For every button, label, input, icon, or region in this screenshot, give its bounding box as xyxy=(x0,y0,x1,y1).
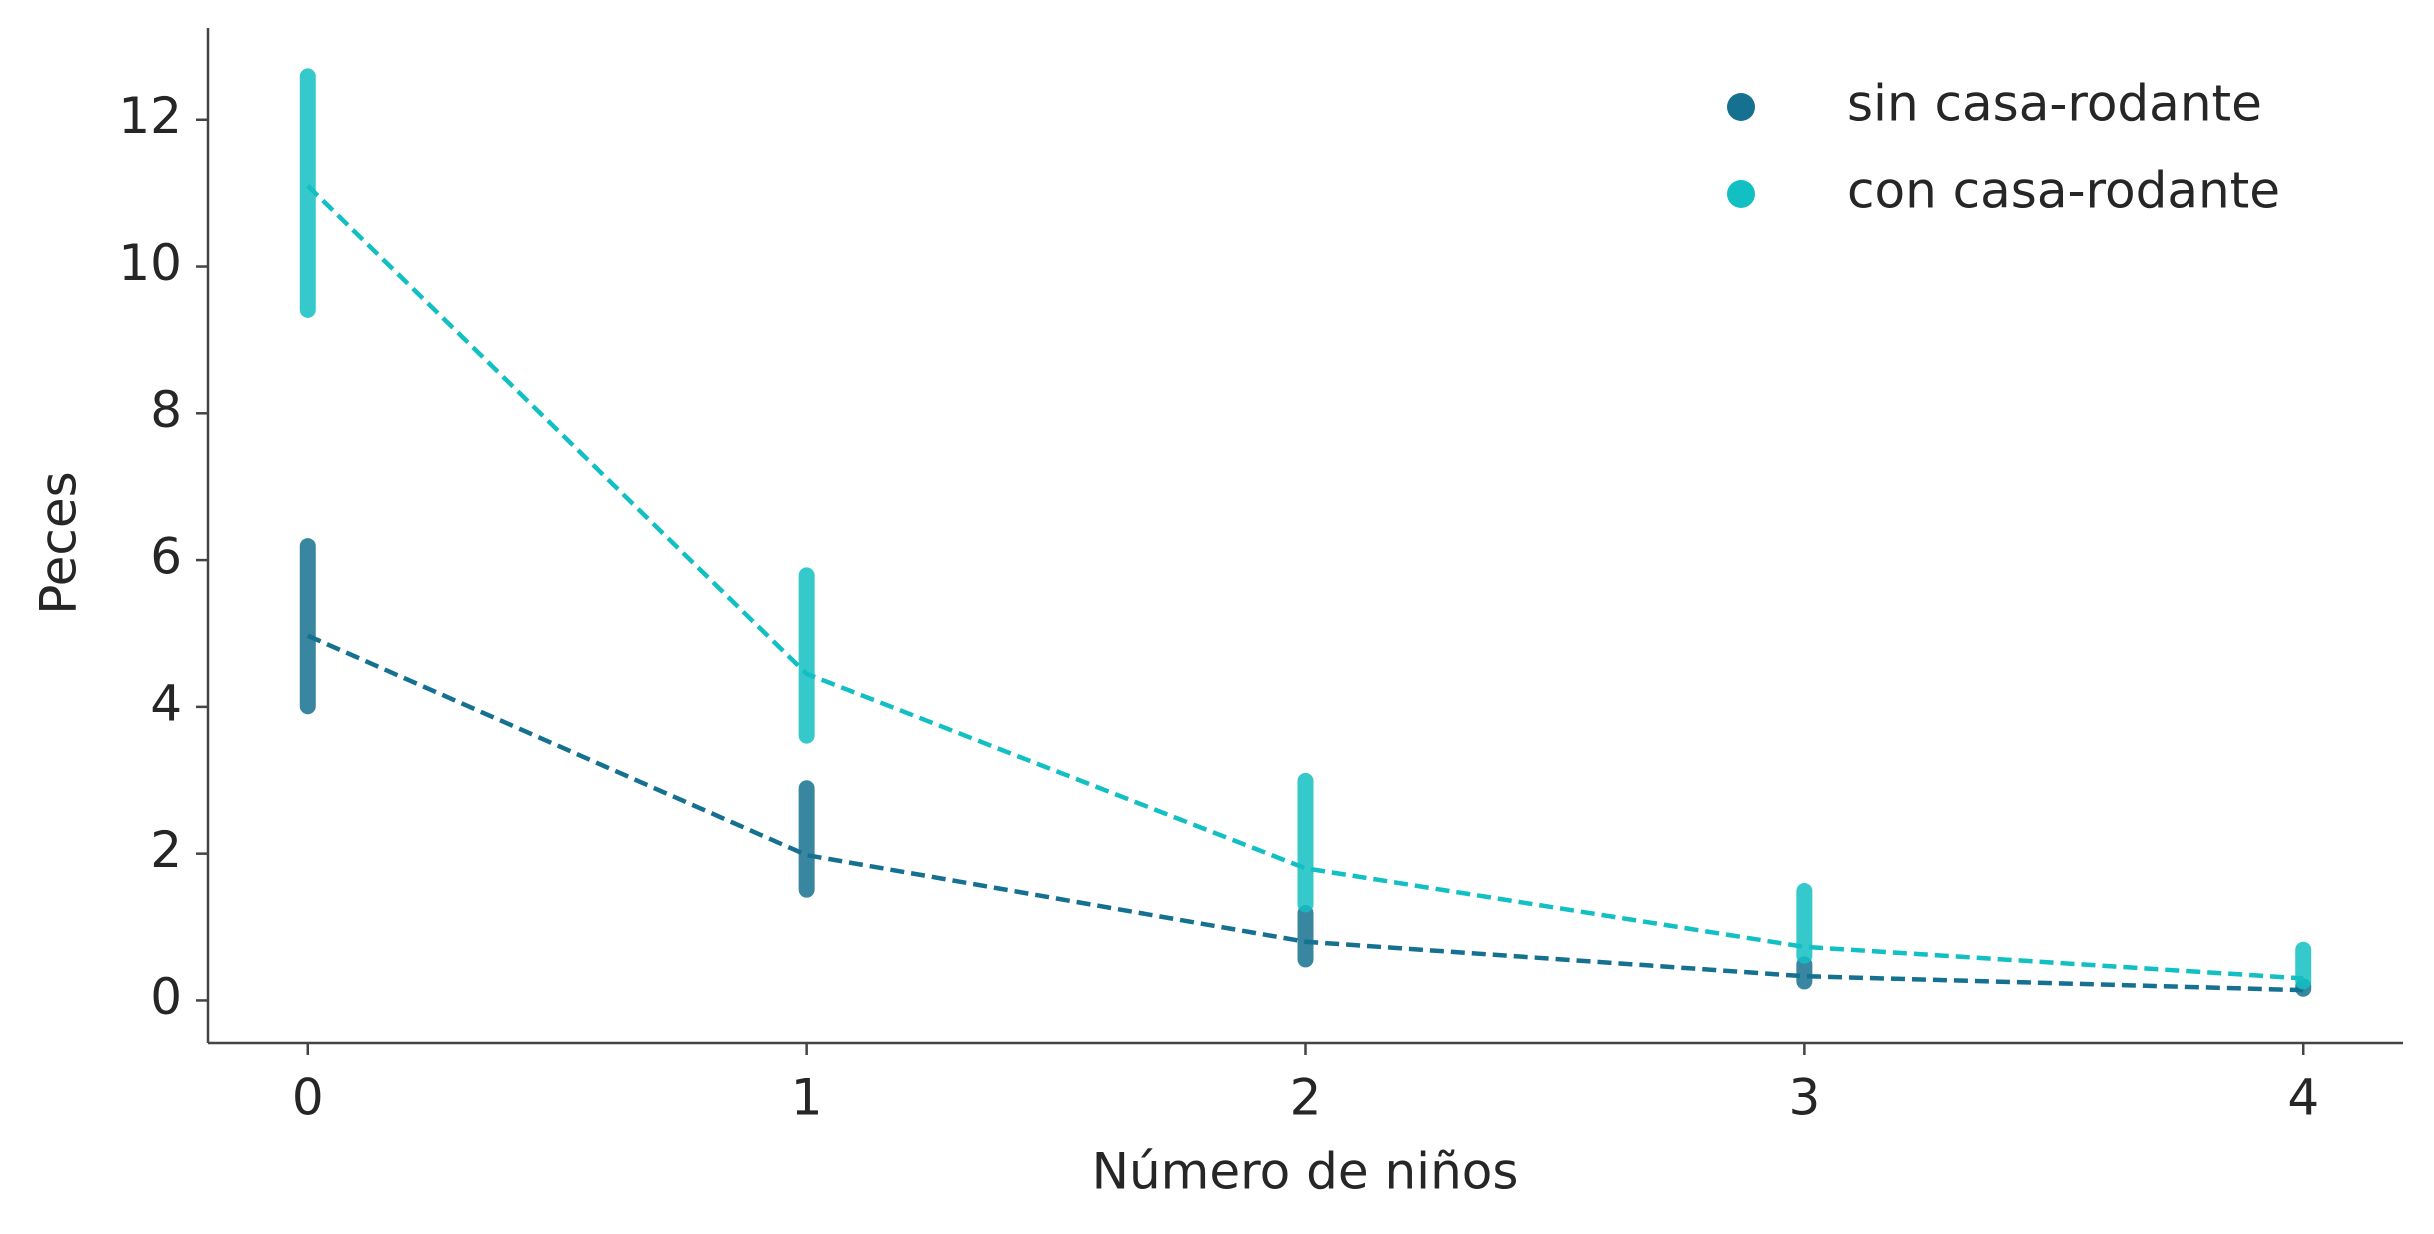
sample-cloud xyxy=(1297,905,1314,968)
y-tick-label: 10 xyxy=(118,234,182,292)
y-tick-label: 8 xyxy=(150,381,182,439)
legend-label: sin casa-rodante xyxy=(1847,75,2262,133)
x-tick-label: 1 xyxy=(791,1069,823,1127)
legend-marker xyxy=(1727,93,1755,121)
x-tick-label: 3 xyxy=(1788,1069,1820,1127)
y-tick-label: 4 xyxy=(150,674,182,732)
sample-cloud xyxy=(798,567,815,744)
sample-cloud xyxy=(2295,941,2312,990)
y-tick-label: 2 xyxy=(150,821,182,879)
x-axis-label: Número de niños xyxy=(1092,1143,1519,1201)
y-axis-label: Peces xyxy=(30,471,88,614)
x-tick-label: 2 xyxy=(1290,1069,1322,1127)
sample-cloud xyxy=(299,538,316,715)
y-tick-label: 0 xyxy=(150,968,182,1026)
y-tick-label: 12 xyxy=(118,87,182,145)
mean-line xyxy=(306,633,2304,993)
mean-line xyxy=(306,184,2304,981)
sample-cloud xyxy=(798,780,815,898)
sample-cloud xyxy=(1297,772,1314,913)
x-tick-label: 4 xyxy=(2287,1069,2319,1127)
x-tick-label: 0 xyxy=(292,1069,324,1127)
legend-marker xyxy=(1727,180,1755,208)
sample-cloud xyxy=(299,68,316,318)
sample-cloud xyxy=(1796,883,1813,964)
y-tick-label: 6 xyxy=(150,528,182,586)
legend-label: con casa-rodante xyxy=(1847,162,2280,220)
sample-cloud xyxy=(1796,956,1813,990)
